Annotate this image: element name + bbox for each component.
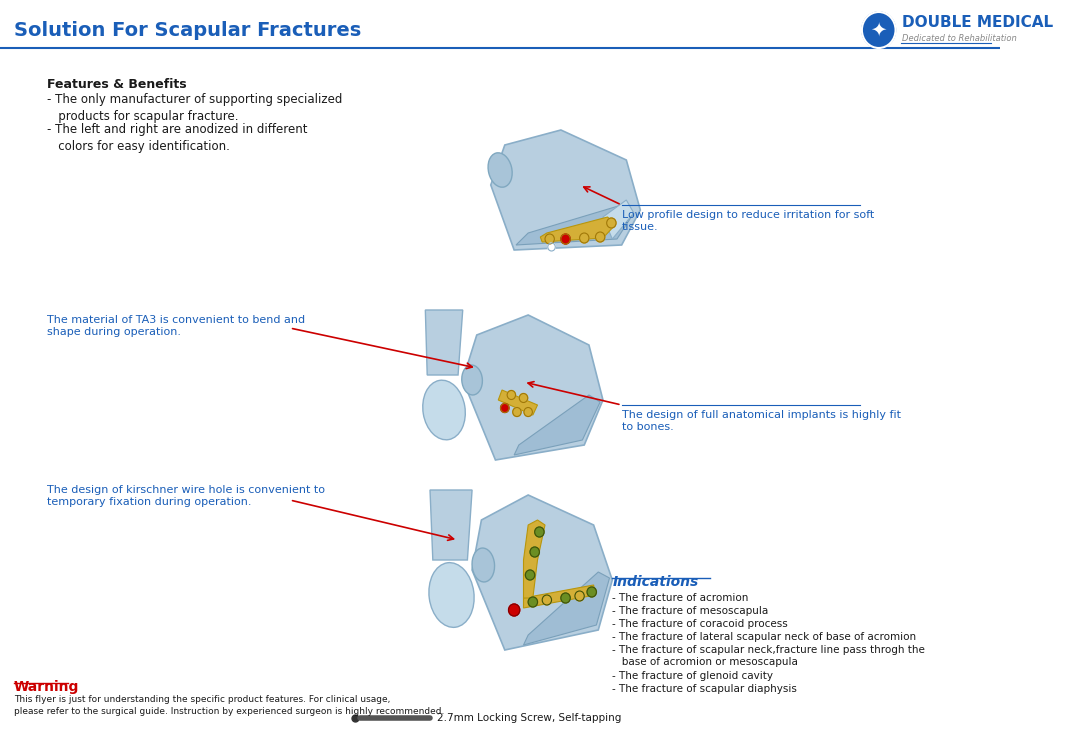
Circle shape bbox=[580, 233, 589, 243]
Circle shape bbox=[524, 407, 533, 416]
Ellipse shape bbox=[472, 548, 494, 582]
Polygon shape bbox=[515, 395, 600, 455]
Circle shape bbox=[862, 12, 896, 48]
Polygon shape bbox=[523, 572, 610, 645]
Circle shape bbox=[529, 597, 537, 607]
Text: - The fracture of acromion: - The fracture of acromion bbox=[612, 593, 749, 603]
Text: - The fracture of lateral scapular neck of base of acromion: - The fracture of lateral scapular neck … bbox=[612, 632, 916, 642]
Polygon shape bbox=[516, 205, 633, 245]
Circle shape bbox=[548, 243, 555, 251]
Circle shape bbox=[507, 391, 516, 400]
Text: Solution For Scapular Fractures: Solution For Scapular Fractures bbox=[14, 20, 362, 39]
Text: - The fracture of scapular neck,fracture line pass throgh the
   base of acromio: - The fracture of scapular neck,fracture… bbox=[612, 645, 926, 667]
Polygon shape bbox=[603, 200, 633, 239]
Circle shape bbox=[561, 593, 570, 603]
Text: Features & Benefits: Features & Benefits bbox=[47, 78, 186, 91]
Polygon shape bbox=[523, 520, 545, 598]
Text: This flyer is just for understanding the specific product features. For clinical: This flyer is just for understanding the… bbox=[14, 695, 444, 716]
Circle shape bbox=[513, 407, 521, 416]
Ellipse shape bbox=[488, 153, 513, 187]
Text: The design of full anatomical implants is highly fit
to bones.: The design of full anatomical implants i… bbox=[622, 410, 901, 431]
Text: The design of kirschner wire hole is convenient to
temporary fixation during ope: The design of kirschner wire hole is con… bbox=[47, 485, 324, 507]
Circle shape bbox=[596, 232, 605, 242]
Text: Low profile design to reduce irritation for soft
tissue.: Low profile design to reduce irritation … bbox=[622, 210, 874, 232]
Polygon shape bbox=[540, 217, 615, 242]
Ellipse shape bbox=[429, 562, 474, 627]
Polygon shape bbox=[472, 495, 612, 650]
Ellipse shape bbox=[462, 365, 483, 395]
Text: - The fracture of coracoid process: - The fracture of coracoid process bbox=[612, 619, 788, 629]
Text: - The fracture of glenoid cavity: - The fracture of glenoid cavity bbox=[612, 671, 774, 681]
Polygon shape bbox=[426, 310, 462, 375]
Text: Indications: Indications bbox=[612, 575, 699, 589]
Text: DOUBLE MEDICAL: DOUBLE MEDICAL bbox=[902, 14, 1053, 29]
Text: 2.7mm Locking Screw, Self-tapping: 2.7mm Locking Screw, Self-tapping bbox=[438, 713, 622, 723]
Polygon shape bbox=[491, 130, 640, 250]
Text: - The fracture of mesoscapula: - The fracture of mesoscapula bbox=[612, 606, 768, 616]
Circle shape bbox=[607, 218, 616, 228]
Text: ✦: ✦ bbox=[871, 20, 887, 39]
Text: - The only manufacturer of supporting specialized
   products for scapular fract: - The only manufacturer of supporting sp… bbox=[47, 93, 342, 123]
Ellipse shape bbox=[423, 380, 465, 440]
Circle shape bbox=[561, 234, 570, 244]
Circle shape bbox=[519, 394, 528, 403]
Text: - The left and right are anodized in different
   colors for easy identification: - The left and right are anodized in dif… bbox=[47, 123, 307, 153]
Polygon shape bbox=[462, 315, 603, 460]
Circle shape bbox=[561, 234, 570, 244]
Circle shape bbox=[542, 595, 551, 605]
Text: Warning: Warning bbox=[14, 680, 79, 694]
Circle shape bbox=[587, 587, 596, 597]
Polygon shape bbox=[499, 390, 537, 415]
Text: Dedicated to Rehabilitation: Dedicated to Rehabilitation bbox=[902, 33, 1016, 42]
Circle shape bbox=[525, 570, 535, 580]
Circle shape bbox=[508, 604, 520, 616]
Circle shape bbox=[575, 591, 584, 601]
Polygon shape bbox=[430, 490, 472, 560]
Text: - The fracture of scapular diaphysis: - The fracture of scapular diaphysis bbox=[612, 684, 797, 694]
Text: The material of TA3 is convenient to bend and
shape during operation.: The material of TA3 is convenient to ben… bbox=[47, 315, 305, 337]
Circle shape bbox=[501, 404, 509, 413]
Circle shape bbox=[530, 547, 539, 557]
Circle shape bbox=[535, 527, 544, 537]
Circle shape bbox=[545, 234, 554, 244]
Polygon shape bbox=[523, 585, 596, 608]
